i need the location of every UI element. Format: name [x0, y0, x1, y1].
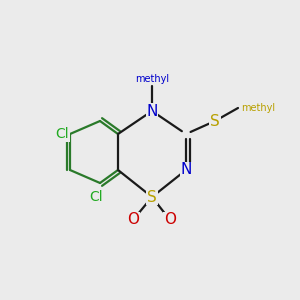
Text: methyl: methyl: [135, 74, 169, 84]
Text: S: S: [210, 113, 220, 128]
Text: methyl: methyl: [241, 103, 275, 113]
Text: O: O: [127, 212, 139, 227]
Text: N: N: [180, 163, 192, 178]
Text: S: S: [147, 190, 157, 205]
Text: O: O: [164, 212, 176, 227]
Text: Cl: Cl: [89, 190, 103, 204]
Text: N: N: [146, 103, 158, 118]
Text: Cl: Cl: [55, 127, 69, 141]
